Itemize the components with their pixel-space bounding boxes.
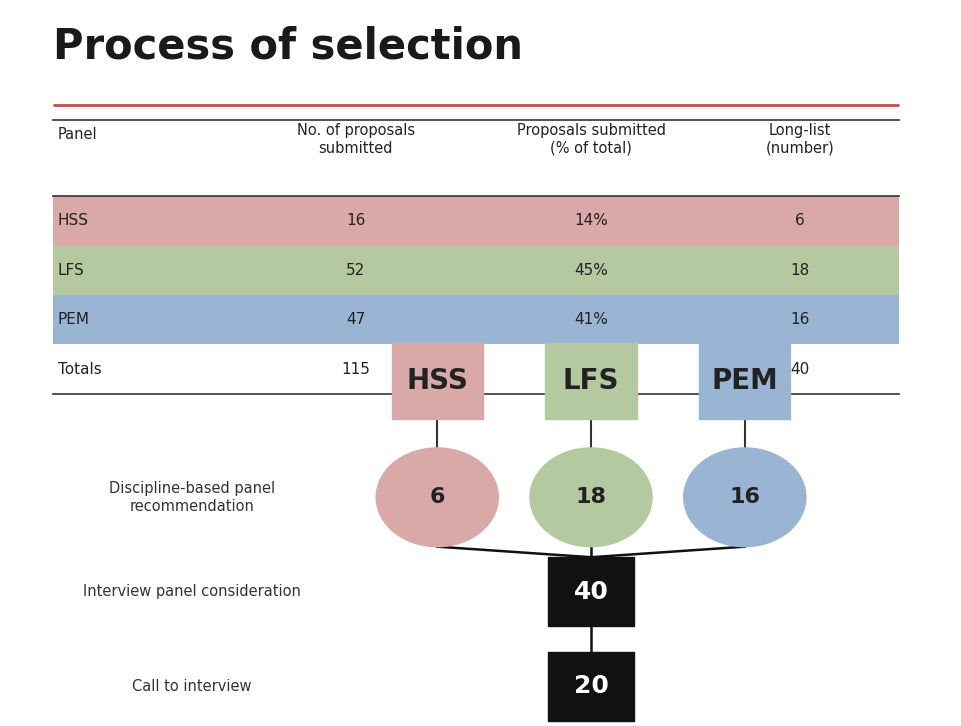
FancyBboxPatch shape xyxy=(53,295,899,344)
Text: HSS: HSS xyxy=(407,367,468,395)
Text: 45%: 45% xyxy=(574,263,608,278)
Text: 16: 16 xyxy=(346,213,365,229)
Text: Interview panel consideration: Interview panel consideration xyxy=(84,584,301,599)
Text: LFS: LFS xyxy=(563,367,619,395)
Text: 6: 6 xyxy=(430,487,445,507)
Text: PEM: PEM xyxy=(711,367,778,395)
Text: 20: 20 xyxy=(574,674,608,698)
Text: Discipline-based panel
recommendation: Discipline-based panel recommendation xyxy=(110,481,275,513)
FancyBboxPatch shape xyxy=(392,343,483,419)
FancyBboxPatch shape xyxy=(53,245,899,295)
Text: Long-list
(number): Long-list (number) xyxy=(766,123,834,156)
Text: Proposals submitted
(% of total): Proposals submitted (% of total) xyxy=(516,123,666,156)
Text: No. of proposals
submitted: No. of proposals submitted xyxy=(297,123,414,156)
Text: PEM: PEM xyxy=(58,312,89,327)
Text: 115: 115 xyxy=(341,362,370,377)
Text: 52: 52 xyxy=(346,263,365,278)
Ellipse shape xyxy=(683,448,806,547)
FancyBboxPatch shape xyxy=(53,196,899,245)
Text: 100%: 100% xyxy=(569,362,613,377)
Text: Process of selection: Process of selection xyxy=(53,25,523,68)
Text: Panel: Panel xyxy=(58,127,97,142)
Text: Call to interview: Call to interview xyxy=(133,679,252,693)
Text: HSS: HSS xyxy=(58,213,88,229)
Text: 47: 47 xyxy=(346,312,365,327)
Text: Totals: Totals xyxy=(58,362,102,377)
FancyBboxPatch shape xyxy=(548,558,634,626)
Text: LFS: LFS xyxy=(58,263,85,278)
Ellipse shape xyxy=(376,448,499,547)
FancyBboxPatch shape xyxy=(546,343,637,419)
Text: 16: 16 xyxy=(790,312,810,327)
Text: 41%: 41% xyxy=(574,312,608,327)
Text: 40: 40 xyxy=(574,579,608,604)
FancyBboxPatch shape xyxy=(700,343,791,419)
Text: 6: 6 xyxy=(795,213,805,229)
Ellipse shape xyxy=(530,448,653,547)
FancyBboxPatch shape xyxy=(548,652,634,720)
Text: 18: 18 xyxy=(790,263,810,278)
Text: 16: 16 xyxy=(729,487,760,507)
Text: 14%: 14% xyxy=(574,213,608,229)
Text: 18: 18 xyxy=(576,487,606,507)
Text: 40: 40 xyxy=(790,362,810,377)
